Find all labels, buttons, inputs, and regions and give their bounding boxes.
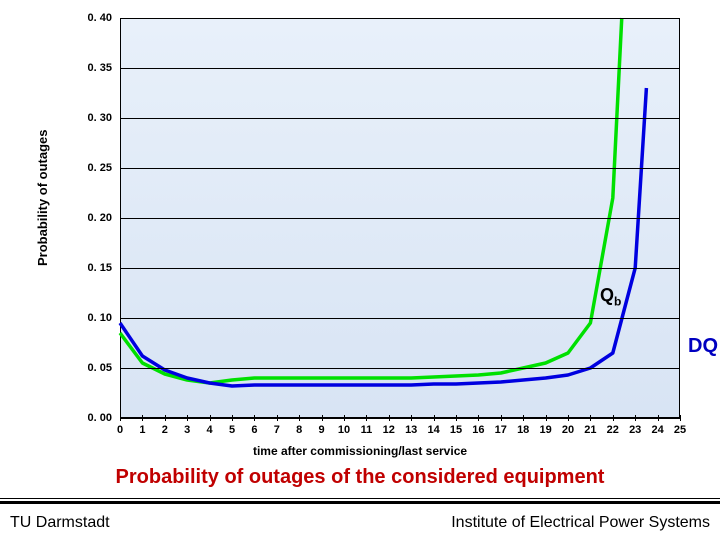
x-tick-label: 5 [221, 424, 243, 436]
x-tick-label: 22 [602, 424, 624, 436]
x-tick-label: 24 [647, 424, 669, 436]
x-tick-label: 14 [423, 424, 445, 436]
x-tick-mark [322, 415, 323, 421]
x-tick-mark [232, 415, 233, 421]
y-tick-label: 0. 35 [70, 62, 112, 74]
x-tick-mark [344, 415, 345, 421]
x-tick-label: 13 [400, 424, 422, 436]
series-Qb [120, 18, 622, 383]
x-tick-label: 18 [512, 424, 534, 436]
x-tick-label: 10 [333, 424, 355, 436]
x-tick-mark [478, 415, 479, 421]
gridline-h [120, 168, 680, 169]
y-tick-label: 0. 10 [70, 312, 112, 324]
x-tick-label: 21 [579, 424, 601, 436]
x-tick-label: 7 [266, 424, 288, 436]
x-tick-label: 19 [535, 424, 557, 436]
chart-title: Probability of outages of the considered… [0, 466, 720, 489]
x-tick-mark [299, 415, 300, 421]
y-tick-label: 0. 15 [70, 262, 112, 274]
x-tick-mark [613, 415, 614, 421]
x-tick-label: 15 [445, 424, 467, 436]
y-tick-label: 0. 00 [70, 412, 112, 424]
footer-left: TU Darmstadt [10, 514, 110, 532]
x-tick-mark [546, 415, 547, 421]
x-tick-label: 3 [176, 424, 198, 436]
gridline-h [120, 318, 680, 319]
gridline-h [120, 418, 680, 419]
chart-container: 0. 00 0. 05 0. 10 0. 15 0. 20 0. 25 0. 30 0. 35… [0, 0, 720, 470]
x-tick-mark [590, 415, 591, 421]
x-axis-label: time after commissioning/last service [0, 444, 720, 458]
gridline-h [120, 218, 680, 219]
x-tick-mark [658, 415, 659, 421]
page: 0. 00 0. 05 0. 10 0. 15 0. 20 0. 25 0. 30 0. 35… [0, 0, 720, 540]
gridline-h [120, 368, 680, 369]
gridline-h [120, 68, 680, 69]
x-tick-mark [142, 415, 143, 421]
x-tick-label: 6 [243, 424, 265, 436]
y-axis-label: Probability of outages [35, 129, 50, 266]
x-tick-mark [635, 415, 636, 421]
x-tick-mark [680, 415, 681, 421]
gridline-h [120, 118, 680, 119]
y-tick-label: 0. 20 [70, 212, 112, 224]
x-tick-label: 2 [154, 424, 176, 436]
y-tick-label: 0. 25 [70, 162, 112, 174]
x-tick-mark [523, 415, 524, 421]
x-tick-mark [165, 415, 166, 421]
x-tick-label: 4 [199, 424, 221, 436]
x-tick-mark [187, 415, 188, 421]
legend-delta-q: DQ [688, 335, 718, 358]
gridline-h [120, 18, 680, 19]
x-tick-mark [568, 415, 569, 421]
x-tick-mark [501, 415, 502, 421]
x-tick-mark [254, 415, 255, 421]
gridline-h [120, 268, 680, 269]
y-tick-label: 0. 30 [70, 112, 112, 124]
x-tick-label: 23 [624, 424, 646, 436]
x-tick-mark [277, 415, 278, 421]
legend-qb: Qb [600, 285, 621, 309]
x-tick-label: 17 [490, 424, 512, 436]
divider-thin [0, 498, 720, 499]
y-tick-label: 0. 40 [70, 12, 112, 24]
x-tick-mark [456, 415, 457, 421]
x-tick-label: 25 [669, 424, 691, 436]
y-tick-label: 0. 05 [70, 362, 112, 374]
x-tick-label: 0 [109, 424, 131, 436]
x-tick-label: 11 [355, 424, 377, 436]
x-tick-mark [434, 415, 435, 421]
series-dQ [120, 88, 646, 386]
x-tick-mark [120, 415, 121, 421]
footer-right: Institute of Electrical Power Systems [451, 514, 710, 532]
x-tick-mark [366, 415, 367, 421]
x-tick-label: 1 [131, 424, 153, 436]
x-tick-label: 8 [288, 424, 310, 436]
x-tick-mark [411, 415, 412, 421]
x-tick-label: 12 [378, 424, 400, 436]
divider-thick [0, 501, 720, 504]
x-tick-label: 20 [557, 424, 579, 436]
x-tick-label: 9 [311, 424, 333, 436]
x-tick-mark [389, 415, 390, 421]
x-tick-mark [210, 415, 211, 421]
x-tick-label: 16 [467, 424, 489, 436]
